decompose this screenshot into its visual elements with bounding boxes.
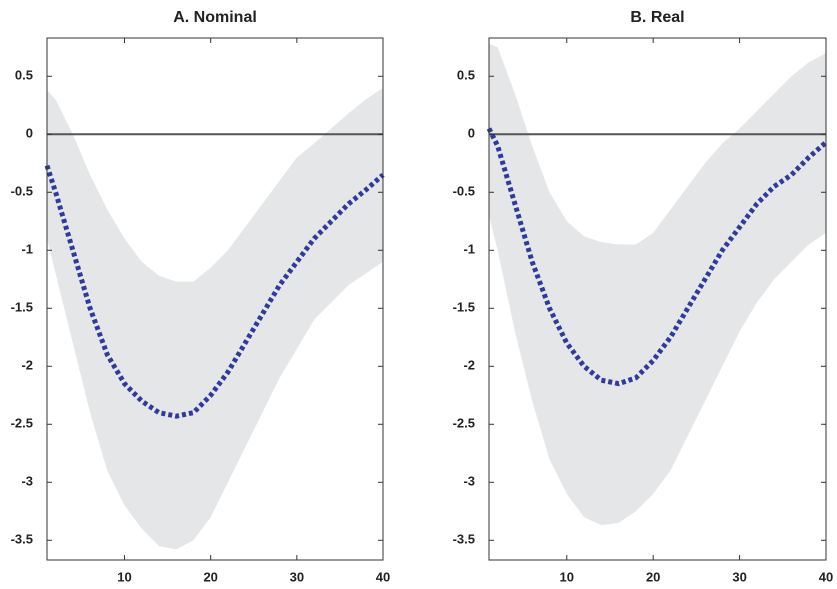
median-line (44, 164, 385, 419)
y-tick-label: -3 (21, 474, 33, 489)
x-tick-label: 10 (117, 569, 131, 584)
y-tick-label: -0.5 (11, 184, 33, 199)
y-tick-label: -0.5 (453, 184, 475, 199)
chart-title: A. Nominal (173, 9, 257, 26)
y-tick-label: 0 (468, 126, 475, 141)
plot-frame (46, 37, 384, 561)
y-tick-label: -2.5 (453, 416, 475, 431)
median-line (486, 127, 828, 387)
confidence-band (489, 43, 826, 526)
y-tick-label: -1.5 (453, 300, 475, 315)
y-tick-label: -3.5 (11, 532, 33, 547)
y-tick-label: -2 (21, 358, 33, 373)
chart-title: B. Real (630, 9, 684, 26)
y-tick-label: 0.5 (457, 68, 475, 83)
y-tick-label: 0 (26, 126, 33, 141)
x-tick-label: 20 (646, 569, 660, 584)
x-tick-label: 30 (732, 569, 746, 584)
y-tick-label: -1 (463, 242, 475, 257)
y-tick-label: -2 (463, 358, 475, 373)
y-tick-label: -1.5 (11, 300, 33, 315)
x-tick-label: 10 (560, 569, 574, 584)
x-tick-label: 40 (376, 569, 390, 584)
y-tick-label: -3.5 (453, 532, 475, 547)
x-tick-label: 20 (203, 569, 217, 584)
x-tick-label: 30 (290, 569, 304, 584)
y-tick-label: -1 (21, 242, 33, 257)
y-tick-label: 0.5 (15, 68, 33, 83)
confidence-band (47, 87, 383, 550)
y-tick-label: -2.5 (11, 416, 33, 431)
plot-frame (488, 37, 827, 561)
y-tick-label: -3 (463, 474, 475, 489)
x-tick-label: 40 (819, 569, 833, 584)
